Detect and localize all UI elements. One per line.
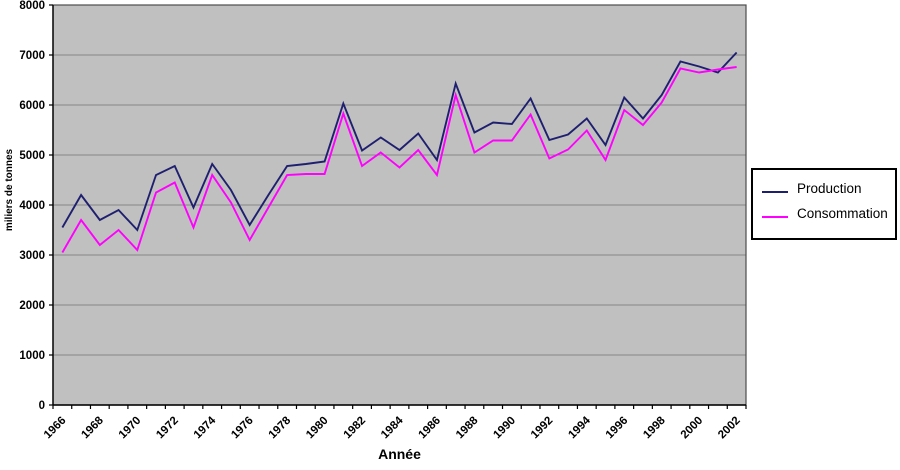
legend-item-production: Production — [762, 176, 895, 201]
x-axis-tick-label: 1974 — [192, 414, 219, 441]
x-axis-tick-label: 1996 — [604, 415, 631, 442]
x-axis-tick-label: 1976 — [229, 415, 256, 442]
series-line-consommation — [61, 66, 737, 253]
x-axis-title: Année — [378, 446, 421, 462]
x-axis-tick-label: 1984 — [379, 414, 406, 441]
x-axis-tick-label: 1994 — [566, 414, 593, 441]
consommation-line-sample — [762, 215, 788, 218]
x-axis-tick-label: 1992 — [529, 415, 556, 442]
y-axis-tick-label: 2000 — [19, 300, 45, 312]
y-axis-tick-label: 0 — [39, 400, 45, 412]
x-axis-tick-label: 1986 — [416, 415, 443, 442]
y-axis-tick-label: 4000 — [19, 200, 45, 212]
x-axis-tick-label: 1980 — [304, 415, 331, 442]
legend: Production Consommation — [751, 168, 897, 240]
x-axis-tick-label: 1966 — [42, 415, 69, 442]
y-axis-title: miliers de tonnes — [4, 148, 15, 231]
x-axis-tick-label: 1988 — [454, 414, 481, 441]
legend-label-consommation: Consommation — [797, 206, 888, 221]
legend-label-production: Production — [797, 181, 862, 196]
y-axis-tick-label: 8000 — [19, 0, 45, 12]
x-axis-tick-label: 1982 — [342, 415, 369, 442]
series-line-production — [61, 51, 738, 232]
x-axis-tick-label: 1968 — [79, 414, 106, 441]
y-axis-tick-label: 1000 — [19, 350, 45, 362]
y-axis-tick-label: 5000 — [19, 150, 45, 162]
y-axis-tick-label: 3000 — [19, 250, 45, 262]
x-axis-tick-label: 2002 — [716, 415, 743, 442]
x-axis-tick-label: 1978 — [267, 414, 294, 441]
x-axis-tick-label: 2000 — [679, 415, 706, 442]
x-axis-tick-label: 1972 — [154, 415, 181, 442]
x-axis-tick-label: 1990 — [491, 415, 518, 442]
production-line-sample — [762, 190, 788, 193]
legend-item-consommation: Consommation — [762, 201, 895, 226]
y-axis-tick-label: 7000 — [19, 50, 45, 62]
y-axis-tick-label: 6000 — [19, 100, 45, 112]
x-axis-tick-label: 1970 — [117, 415, 144, 442]
x-axis-tick-label: 1998 — [641, 414, 668, 441]
